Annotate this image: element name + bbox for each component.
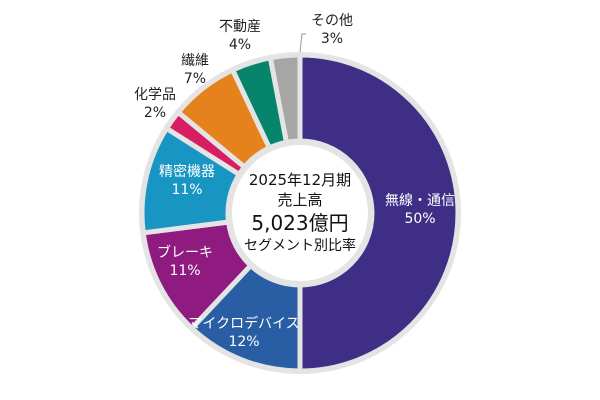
center-period: 2025年12月期 xyxy=(248,171,352,189)
center-metric: 売上高 xyxy=(277,191,323,209)
slice-label-brake: ブレーキ 11% xyxy=(157,245,213,279)
center-caption: セグメント別比率 xyxy=(244,238,356,254)
slice-label-realestate: 不動産 4% xyxy=(219,19,261,53)
leader-line-other xyxy=(299,33,306,53)
slice-label-textile: 繊維 7% xyxy=(181,53,209,87)
slice-label-microdevice: マイクロデバイス 12% xyxy=(188,316,300,350)
center-hole xyxy=(228,141,372,285)
center-total: 5,023億円 xyxy=(251,211,349,235)
center-label: 2025年12月期 売上高 5,023億円 セグメント別比率 xyxy=(244,170,356,256)
slice-label-precision: 精密機器 11% xyxy=(159,164,215,198)
slice-label-chemical: 化学品 2% xyxy=(134,87,176,121)
slice-label-wireless: 無線・通信 50% xyxy=(385,193,455,227)
slice-label-other: その他 3% xyxy=(311,13,353,47)
